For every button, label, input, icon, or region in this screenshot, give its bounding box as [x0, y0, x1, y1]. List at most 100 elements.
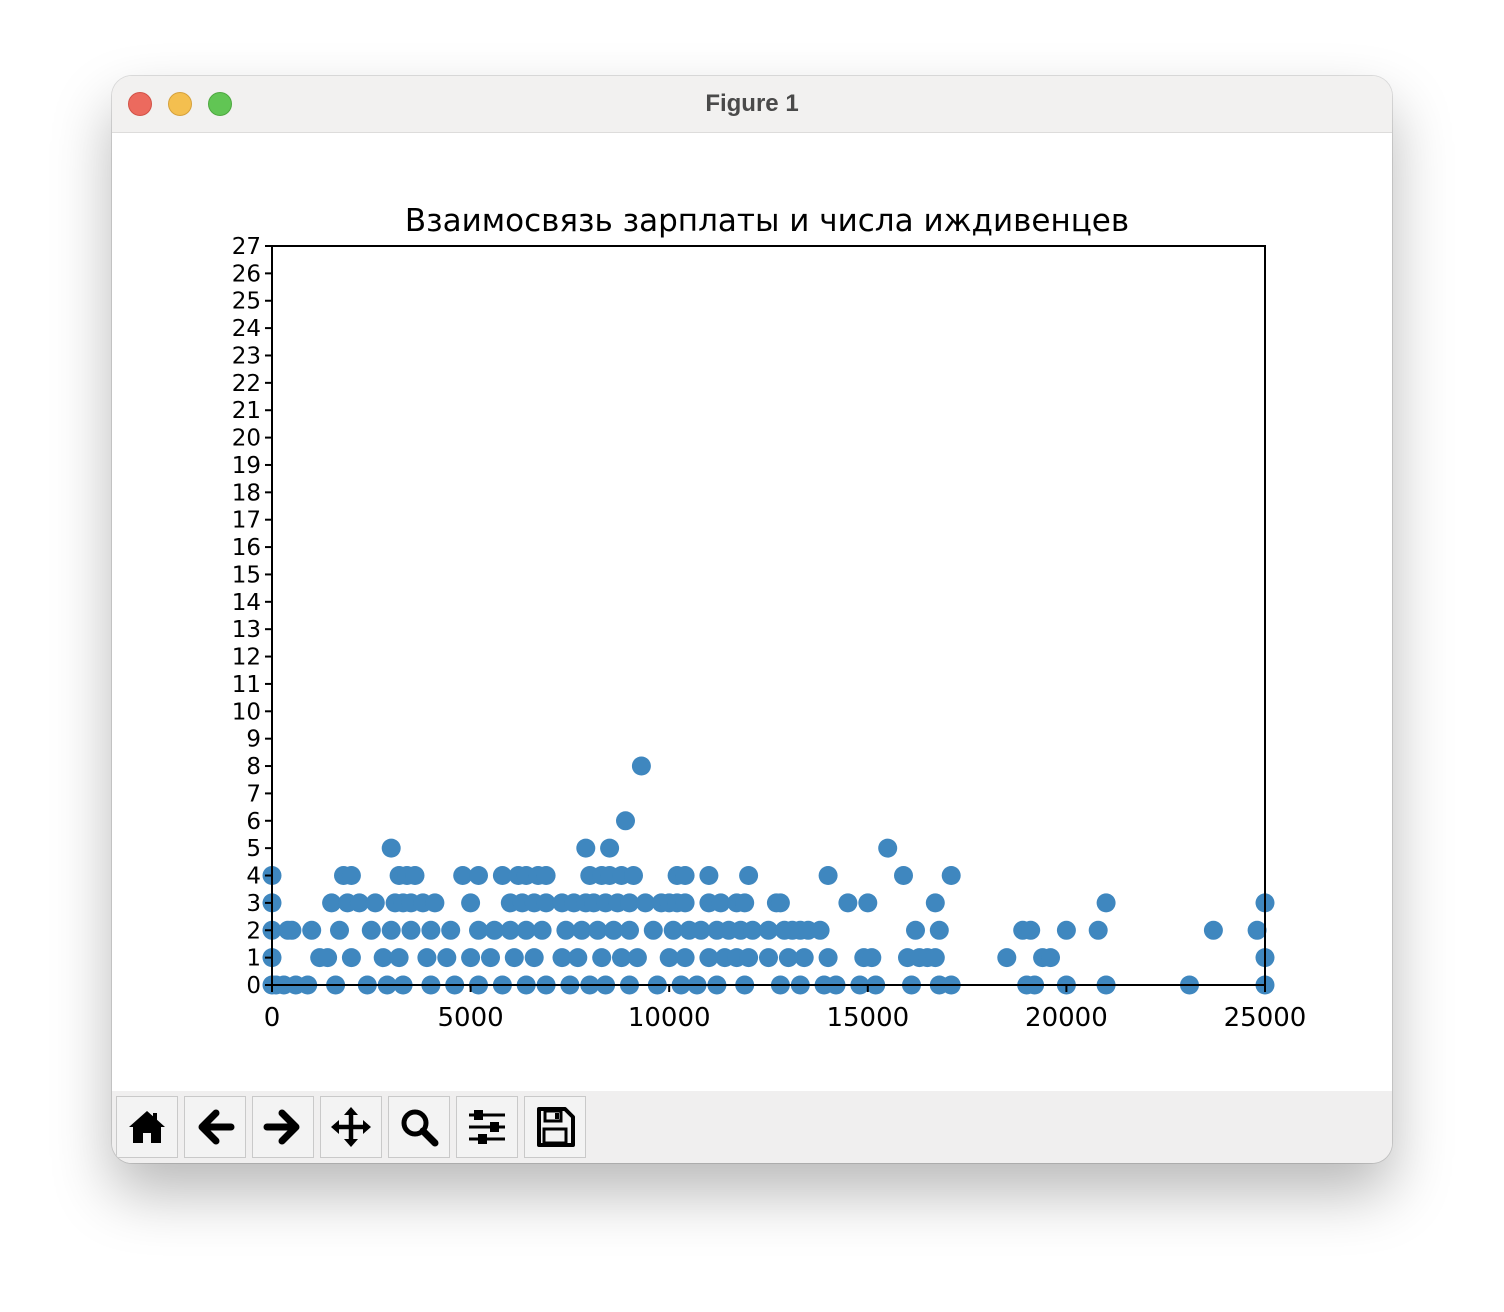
data-point — [631, 756, 651, 776]
minimize-window-button[interactable] — [168, 92, 192, 116]
data-point — [929, 920, 949, 940]
data-point — [330, 920, 349, 940]
x-tick-label: 0 — [264, 1003, 281, 1033]
data-point — [778, 948, 798, 968]
data-point — [532, 920, 552, 940]
y-tick-label: 19 — [232, 453, 261, 479]
zoom-button[interactable] — [388, 1096, 450, 1158]
y-tick-label: 25 — [232, 289, 261, 315]
y-tick-label: 27 — [232, 234, 261, 260]
data-point — [484, 920, 504, 940]
zoom-magnifier-icon — [401, 1109, 439, 1147]
y-tick-label: 17 — [232, 508, 261, 534]
data-point — [878, 838, 898, 858]
data-point — [810, 920, 830, 940]
y-tick-label: 21 — [232, 398, 261, 424]
y-tick-label: 15 — [232, 562, 261, 588]
data-point — [1021, 920, 1041, 940]
data-point — [643, 920, 663, 940]
data-point — [365, 893, 385, 913]
data-point — [770, 893, 790, 913]
data-point — [794, 948, 814, 968]
y-tick-label: 14 — [232, 590, 261, 616]
data-point — [461, 893, 481, 913]
data-point — [862, 948, 882, 968]
data-point — [381, 838, 401, 858]
data-point — [743, 920, 763, 940]
data-point — [759, 920, 778, 940]
y-tick-label: 10 — [232, 699, 261, 725]
data-point — [659, 948, 679, 968]
y-tick-label: 4 — [246, 864, 261, 890]
data-point — [552, 948, 572, 968]
data-point — [759, 948, 778, 968]
y-tick-label: 16 — [232, 535, 261, 561]
data-point — [536, 866, 556, 885]
data-point — [453, 866, 473, 885]
data-point — [405, 866, 425, 885]
data-point — [588, 920, 608, 940]
forward-button[interactable] — [252, 1096, 314, 1158]
data-point — [576, 838, 596, 858]
data-point — [282, 920, 302, 940]
y-tick-label: 13 — [232, 617, 261, 643]
data-point — [524, 948, 544, 968]
x-tick-label: 15000 — [826, 1003, 909, 1033]
close-window-button[interactable] — [128, 92, 152, 116]
data-point — [536, 893, 556, 913]
data-point — [401, 920, 421, 940]
data-point — [838, 893, 858, 913]
pan-button[interactable] — [320, 1096, 382, 1158]
y-tick-label: 8 — [246, 754, 261, 780]
data-point — [1247, 920, 1267, 940]
data-point — [500, 920, 520, 940]
save-floppy-icon — [537, 1107, 575, 1147]
maximize-window-button[interactable] — [208, 92, 232, 116]
data-point — [675, 948, 695, 968]
data-point — [389, 948, 409, 968]
scatter-plot[interactable]: Взаимосвязь зарплаты и числа иждивенцев … — [112, 133, 1392, 1091]
data-point — [373, 948, 393, 968]
data-point — [421, 920, 441, 940]
y-tick-label: 7 — [246, 781, 261, 807]
configure-subplots-button[interactable] — [456, 1096, 518, 1158]
figure-canvas[interactable]: Взаимосвязь зарплаты и числа иждивенцев … — [112, 133, 1392, 1091]
data-point — [925, 948, 945, 968]
data-point — [516, 920, 536, 940]
chart-title: Взаимосвязь зарплаты и числа иждивенцев — [405, 203, 1129, 239]
y-tick-label: 22 — [232, 371, 261, 397]
data-point — [699, 866, 719, 885]
data-point — [997, 948, 1017, 968]
data-point — [616, 811, 635, 831]
data-point — [318, 948, 338, 968]
axes-frame — [271, 245, 1266, 986]
data-point — [663, 920, 683, 940]
home-button[interactable] — [116, 1096, 178, 1158]
save-button[interactable] — [524, 1096, 586, 1158]
back-arrow-icon — [198, 1109, 235, 1145]
home-icon — [129, 1111, 165, 1143]
data-point — [858, 893, 878, 913]
data-point — [818, 948, 838, 968]
y-tick-label: 5 — [246, 836, 261, 862]
data-point — [699, 948, 719, 968]
y-tick-label: 0 — [246, 973, 261, 999]
title-bar: Figure 1 — [112, 76, 1392, 133]
data-point — [906, 920, 925, 940]
data-point — [941, 866, 961, 885]
data-point — [437, 948, 457, 968]
configure-sliders-icon — [469, 1110, 505, 1144]
y-tick-label: 26 — [232, 261, 261, 287]
data-point — [381, 920, 401, 940]
forward-arrow-icon — [263, 1109, 300, 1145]
data-point — [620, 893, 639, 913]
back-button[interactable] — [184, 1096, 246, 1158]
y-tick-label: 2 — [246, 918, 261, 944]
data-point — [1056, 920, 1076, 940]
data-point — [302, 920, 322, 940]
data-point — [612, 948, 631, 968]
x-tick-label: 5000 — [438, 1003, 504, 1033]
data-point — [711, 893, 731, 913]
data-point — [417, 948, 437, 968]
data-point — [556, 920, 576, 940]
